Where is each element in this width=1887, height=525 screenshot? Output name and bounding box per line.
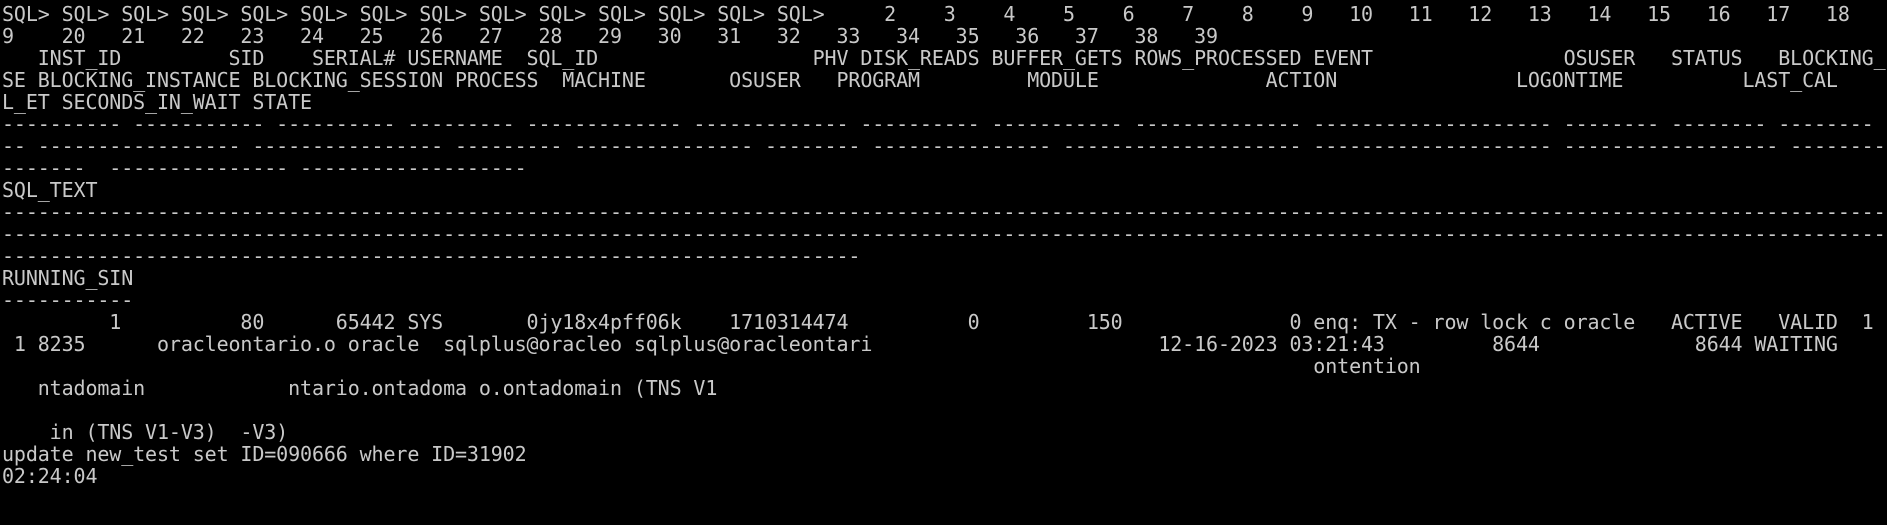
terminal-line-data-row-wrap-program: in (TNS V1-V3) -V3) [2, 420, 289, 444]
terminal-line-prompts: SQL> SQL> SQL> SQL> SQL> SQL> SQL> SQL> … [2, 2, 1887, 26]
terminal-line-separator-1: ---------- ----------- ---------- ------… [2, 112, 1874, 136]
terminal-line-header-row-2: SE BLOCKING_INSTANCE BLOCKING_SESSION PR… [2, 68, 1838, 92]
terminal-line-data-row-part-2: 1 8235 oracleontario.o oracle sqlplus@or… [2, 332, 1838, 356]
terminal-line-separator-3: ------- --------------- ----------------… [2, 156, 527, 180]
terminal-line-blank-3 [2, 509, 1887, 525]
terminal-line-header-row-3: L_ET SECONDS_IN_WAIT STATE [2, 90, 312, 114]
terminal-line-sql-text-header: SQL_TEXT [2, 178, 98, 202]
terminal-line-data-row-part-1: 1 80 65442 SYS 0jy18x4pff06k 1710314474 … [2, 310, 1874, 334]
terminal-line-blank-2 [2, 487, 1887, 509]
terminal-line-sql-text-value: update new_test set ID=090666 where ID=3… [2, 442, 527, 466]
terminal-line-sql-text-separator-2: ----------------------------------------… [2, 222, 1886, 246]
terminal-line-sql-text-separator-1: ----------------------------------------… [2, 200, 1886, 224]
terminal-line-data-row-wrap-machine: ntadomain ntario.ontadoma o.ontadomain (… [2, 376, 718, 400]
terminal-line-continuation-numbers: 9 20 21 22 23 24 25 26 27 28 29 30 31 32… [2, 24, 1218, 48]
terminal-line-running-since-value: 02:24:04 [2, 464, 98, 488]
terminal-line-sql-text-separator-3: ----------------------------------------… [2, 244, 861, 268]
terminal-line-separator-2: -- ----------------- ---------------- --… [2, 134, 1886, 158]
terminal-line-running-sin-separator: ----------- [2, 288, 134, 312]
terminal-line-blank-1 [2, 399, 1887, 421]
terminal-line-header-row-1: INST_ID SID SERIAL# USERNAME SQL_ID PHV … [2, 46, 1886, 70]
terminal-line-data-row-wrap-ontention: ontention [2, 354, 1421, 378]
terminal-line-running-sin-header: RUNNING_SIN [2, 266, 134, 290]
